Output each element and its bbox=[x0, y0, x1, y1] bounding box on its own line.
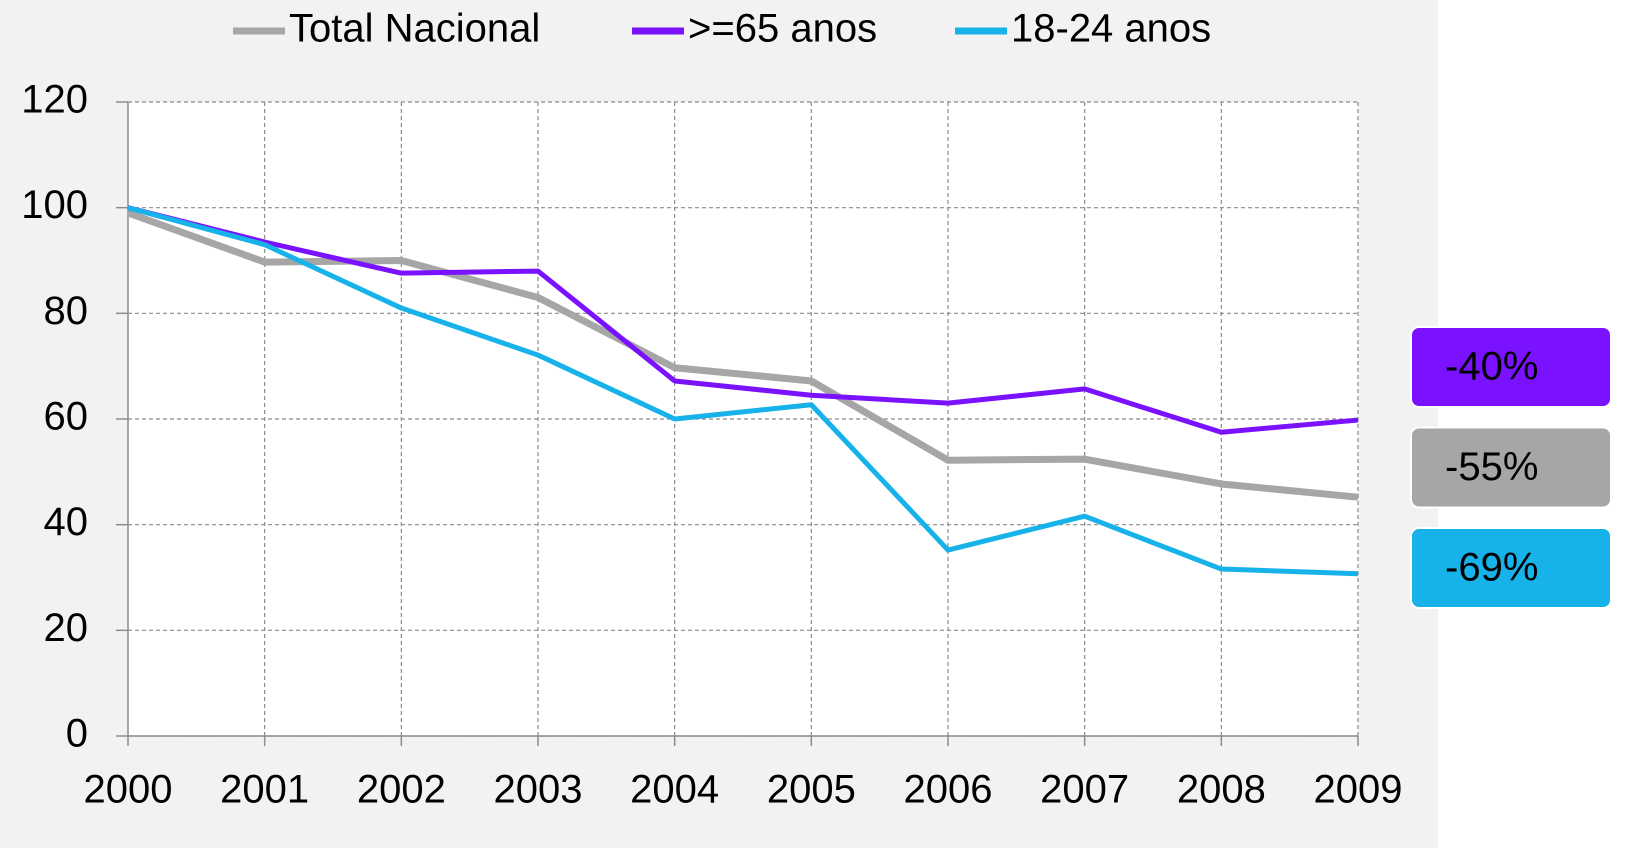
badge-label: -40% bbox=[1445, 345, 1538, 389]
x-tick-label: 2005 bbox=[767, 768, 856, 812]
series-line bbox=[127, 205, 1359, 577]
legend-label: 18-24 anos bbox=[1011, 7, 1211, 51]
badge bbox=[1410, 527, 1612, 609]
badge bbox=[1410, 326, 1612, 408]
badge bbox=[1410, 426, 1612, 509]
x-tick-label: 2004 bbox=[630, 768, 719, 812]
y-tick-label: 0 bbox=[66, 712, 88, 756]
y-tick-label: 80 bbox=[44, 289, 89, 333]
legend-label: >=65 anos bbox=[688, 7, 877, 51]
y-tick-label: 20 bbox=[44, 606, 89, 650]
x-tick-label: 2000 bbox=[84, 768, 173, 812]
legend-label: Total Nacional bbox=[289, 7, 540, 51]
x-tick-label: 2002 bbox=[357, 768, 446, 812]
x-tick-label: 2003 bbox=[494, 768, 583, 812]
y-tick-label: 120 bbox=[21, 78, 88, 122]
x-tick-label: 2009 bbox=[1314, 768, 1403, 812]
y-tick-label: 60 bbox=[44, 395, 89, 439]
y-tick-label: 100 bbox=[21, 183, 88, 227]
x-tick-label: 2001 bbox=[220, 768, 309, 812]
series-line bbox=[126, 209, 1359, 501]
x-tick-label: 2007 bbox=[1040, 768, 1129, 812]
y-tick-label: 40 bbox=[44, 500, 89, 544]
x-tick-label: 2006 bbox=[904, 768, 993, 812]
badge-label: -69% bbox=[1445, 546, 1538, 590]
x-tick-label: 2008 bbox=[1177, 768, 1266, 812]
badge-label: -55% bbox=[1445, 445, 1538, 489]
side-background bbox=[1438, 0, 1642, 848]
series-line bbox=[127, 205, 1359, 435]
